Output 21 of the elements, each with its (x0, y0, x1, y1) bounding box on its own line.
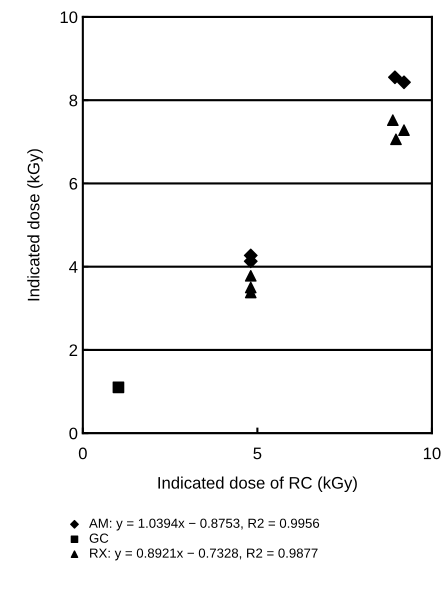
y-axis-title: Indicated dose (kGy) (27, 149, 43, 300)
y-tick-label: 0 (69, 428, 78, 440)
legend-label: AM: y = 1.0394x − 0.8753, R2 = 0.9956 (89, 518, 320, 531)
x-tick-label: 5 (253, 448, 262, 460)
point (397, 75, 411, 90)
x-tick-label: 0 (78, 448, 87, 460)
x-axis-title: Indicated dose of RC (kGy) (158, 476, 357, 492)
point (244, 270, 257, 282)
point (388, 70, 402, 84)
point (390, 133, 402, 146)
y-tick-label: 2 (70, 344, 78, 356)
x-tick-label: 10 (424, 448, 441, 460)
point (398, 124, 410, 136)
point (386, 114, 399, 126)
point (112, 382, 124, 394)
legend-label: GC (90, 534, 108, 543)
legend-label: RX: y = 0.8921x − 0.7328, R2 = 0.9877 (90, 548, 318, 560)
y-tick-label: 10 (60, 11, 78, 24)
y-tick-label: 6 (70, 178, 78, 190)
y-tick-label: 4 (69, 261, 78, 273)
y-tick-label: 8 (69, 94, 78, 106)
